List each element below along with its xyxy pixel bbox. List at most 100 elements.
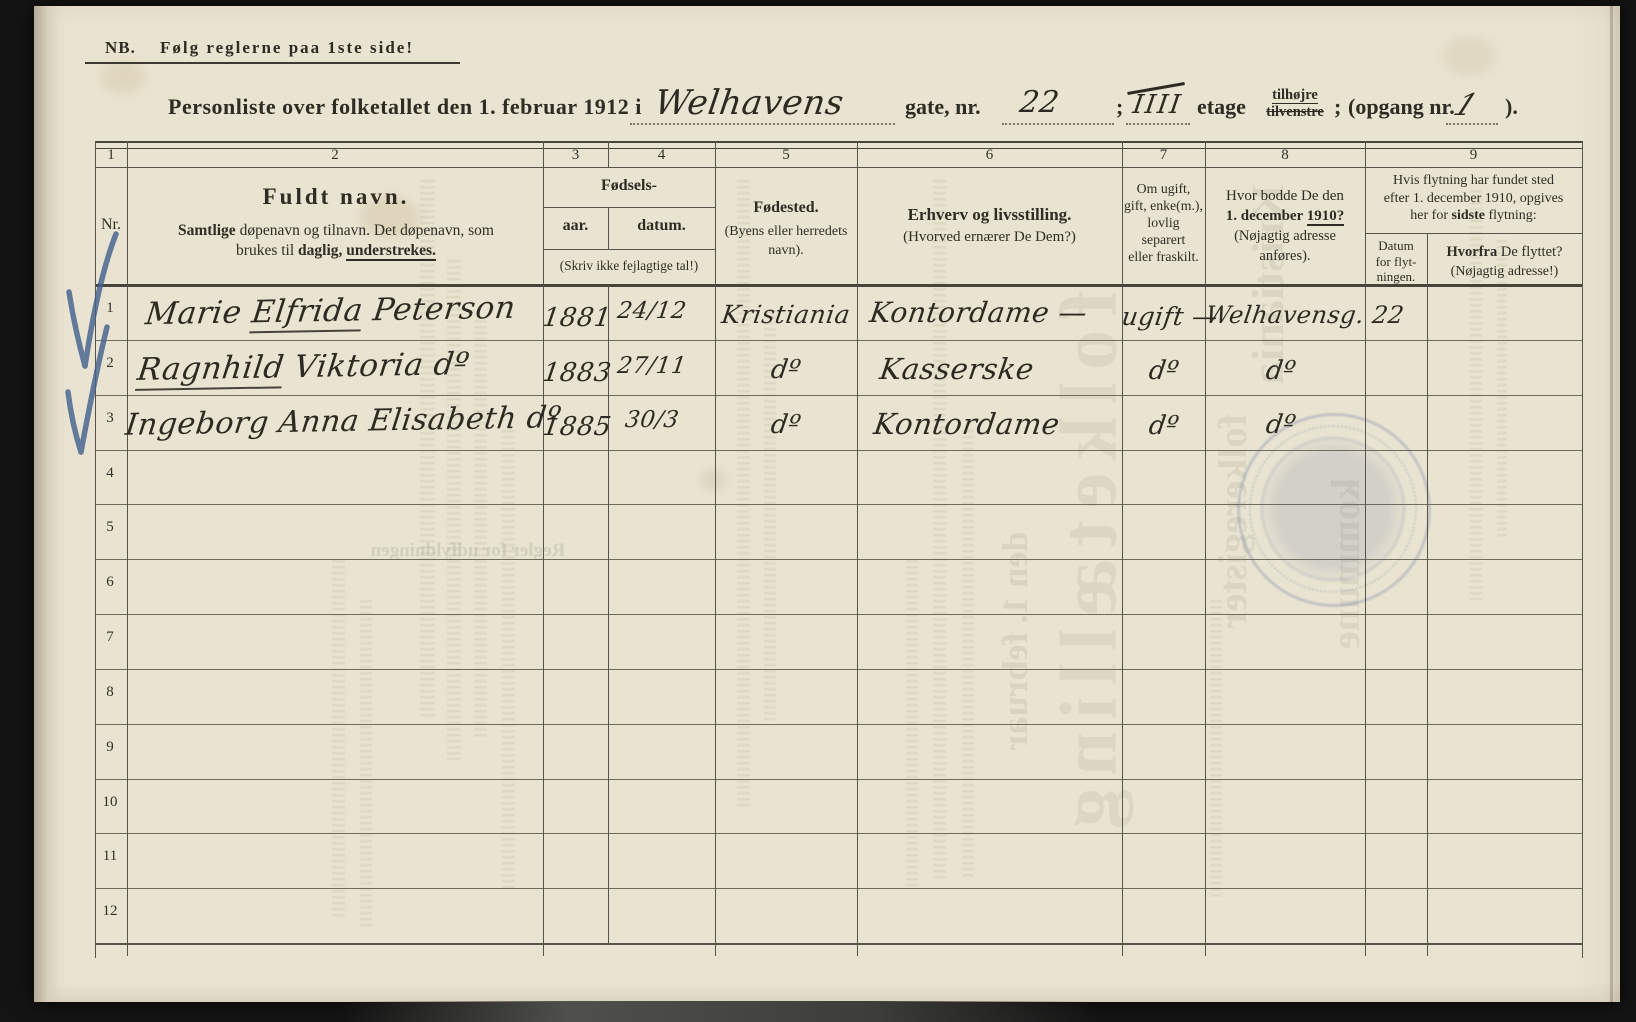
header-birth-year: aar. bbox=[562, 217, 589, 234]
header-civil-line: eller fraskilt. bbox=[1128, 249, 1199, 264]
aar-datum-sub-rule bbox=[543, 249, 715, 251]
entry-birth-date: 27/11 bbox=[615, 353, 689, 379]
paper-right-fold bbox=[1610, 6, 1613, 1002]
nb-underline bbox=[85, 62, 460, 65]
entry-civil-ditto: dº bbox=[1146, 356, 1182, 386]
bleedthrough-text-strip bbox=[1497, 240, 1507, 540]
header-civil-line: Om ugift, bbox=[1136, 181, 1191, 196]
entry-birthplace: Kristiania bbox=[719, 300, 853, 329]
entry-birth-date: 24/12 bbox=[615, 298, 689, 324]
entry-daily-name-underlined: Ragnhild bbox=[135, 349, 287, 391]
blue-check-marks bbox=[65, 231, 119, 455]
row-rule bbox=[95, 669, 1582, 670]
street-handwritten: Welhavens bbox=[652, 83, 847, 123]
header-moving-from-sub: (Nøjagtig adresse!) bbox=[1450, 264, 1559, 279]
entry-birthplace-ditto: dº bbox=[768, 355, 804, 385]
header-birth-note: (Skriv ikke fejlagtige tal!) bbox=[559, 258, 699, 273]
paper-torn-left-edge bbox=[34, 6, 58, 1002]
col-divider bbox=[1365, 141, 1367, 956]
header-residence-1910: Hvor bodde De den 1. december 1910? (Nøj… bbox=[1205, 186, 1365, 266]
header-birthplace-sub-2: navn). bbox=[768, 243, 804, 258]
row-number: 4 bbox=[106, 465, 114, 481]
opgang-blank-line bbox=[1446, 123, 1498, 125]
header-residence-sub-1: (Nøjagtig adresse bbox=[1234, 228, 1336, 244]
header-full-name-sub: Samtlige døpenavn og tilnavn. Det døpena… bbox=[130, 221, 542, 261]
scan-background-streak bbox=[340, 1001, 1100, 1022]
entry-birth-year: 1885 bbox=[540, 412, 614, 442]
header-occupation-sub: (Hvorved ernærer De Dem?) bbox=[903, 229, 1076, 245]
entry-civil-ditto: dº bbox=[1146, 411, 1182, 441]
separator-semicolon-2: ; bbox=[1334, 94, 1342, 119]
entry-name: Ragnhild Viktoria dº bbox=[135, 346, 472, 391]
bleedthrough-text-strip bbox=[1210, 600, 1222, 900]
header-name-sub-text-2: brukes til bbox=[236, 242, 299, 259]
row-number: 7 bbox=[106, 629, 114, 645]
gate-label: gate, nr. bbox=[905, 94, 981, 119]
option-tilvenstre-struck: tilvenstre bbox=[1266, 104, 1324, 120]
entry-occupation: Kontordame bbox=[871, 407, 1062, 441]
entry-daily-name-underlined: Elfrida bbox=[249, 292, 366, 334]
header-residence-sub-2: anføres). bbox=[1259, 248, 1311, 264]
round-stamp-outer-ring bbox=[1237, 413, 1431, 607]
etage-label: etage bbox=[1197, 94, 1246, 119]
round-stamp-rim-text bbox=[1249, 425, 1417, 593]
header-moving-line-1: Hvis flytning har fundet sted bbox=[1393, 173, 1554, 188]
header-civil-line: separert bbox=[1141, 232, 1186, 247]
col-number-3: 3 bbox=[571, 147, 580, 163]
col-divider bbox=[857, 141, 859, 956]
entry-occupation: Kontordame — bbox=[867, 296, 1090, 329]
col-divider bbox=[608, 141, 610, 167]
header-moving-date: Datum for flyt- ningen. bbox=[1375, 238, 1417, 284]
round-stamp-emblem bbox=[1261, 437, 1405, 581]
table-left-border bbox=[95, 141, 97, 958]
col-divider bbox=[1122, 141, 1124, 956]
row-rule bbox=[95, 779, 1582, 780]
header-birth-group: Fødsels- bbox=[601, 177, 657, 194]
bleedthrough-text-strip bbox=[502, 430, 515, 890]
col-divider bbox=[1427, 233, 1429, 956]
header-name-sub-underlined: understrekes. bbox=[346, 242, 436, 261]
col-number-5: 5 bbox=[782, 147, 790, 163]
opgang-label: (opgang nr. bbox=[1348, 94, 1455, 119]
check-stroke bbox=[66, 289, 88, 369]
col-number-7: 7 bbox=[1159, 147, 1168, 163]
col-divider bbox=[608, 285, 610, 943]
header-occupation: Erhverv og livsstilling. bbox=[907, 205, 1072, 224]
header-civil-line: gift, enke(m.), bbox=[1124, 198, 1203, 213]
row-rule bbox=[95, 724, 1582, 725]
row-number: 12 bbox=[102, 903, 118, 919]
row-rule bbox=[95, 340, 1582, 341]
row-number: 9 bbox=[106, 739, 114, 755]
check-stroke bbox=[65, 389, 84, 455]
header-moving-line-3: her for sidste flytning: bbox=[1410, 208, 1537, 223]
bleedthrough-word-date: den 1. februar bbox=[995, 531, 1035, 751]
header-birthplace-sub-1: (Byens eller herredets bbox=[724, 224, 848, 239]
table-right-border bbox=[1582, 141, 1584, 958]
fodsels-sub-rule bbox=[543, 207, 715, 209]
col-divider bbox=[543, 141, 545, 956]
header-name-sub-text-1: døpenavn og tilnavn. Det døpenavn, som bbox=[235, 222, 494, 239]
bleedthrough-text-strip bbox=[474, 320, 487, 740]
bleedthrough-text-strip bbox=[360, 600, 372, 930]
col-divider bbox=[127, 141, 129, 956]
entry-name: Marie Elfrida Peterson bbox=[143, 289, 518, 334]
header-residence-date: 1. december bbox=[1225, 208, 1307, 224]
row-rule bbox=[95, 614, 1582, 615]
header-birthplace: Fødested. bbox=[753, 199, 819, 216]
nb-instruction: Følg reglerne paa 1ste side! bbox=[160, 38, 414, 57]
bleedthrough-text-strip bbox=[737, 180, 750, 810]
col-number-1: 1 bbox=[107, 147, 115, 163]
row-rule bbox=[95, 888, 1582, 889]
header-moving: Hvis flytning har fundet sted efter 1. d… bbox=[1365, 172, 1582, 225]
entry-residence: Welhavensg. 22 bbox=[1204, 301, 1407, 329]
row-number: 1 bbox=[106, 300, 114, 316]
col-divider bbox=[715, 141, 717, 956]
header-name-sub-bold-2: daglig, bbox=[298, 242, 343, 259]
street-blank-line bbox=[630, 123, 895, 125]
column-number-rule bbox=[95, 167, 1582, 169]
header-birthplace-sub: (Byens eller herredets navn). bbox=[713, 222, 859, 260]
header-moving-from-line-1: Hvorfra De flyttet? bbox=[1446, 244, 1563, 260]
row-number: 5 bbox=[106, 519, 114, 535]
row-number: 6 bbox=[106, 574, 114, 590]
